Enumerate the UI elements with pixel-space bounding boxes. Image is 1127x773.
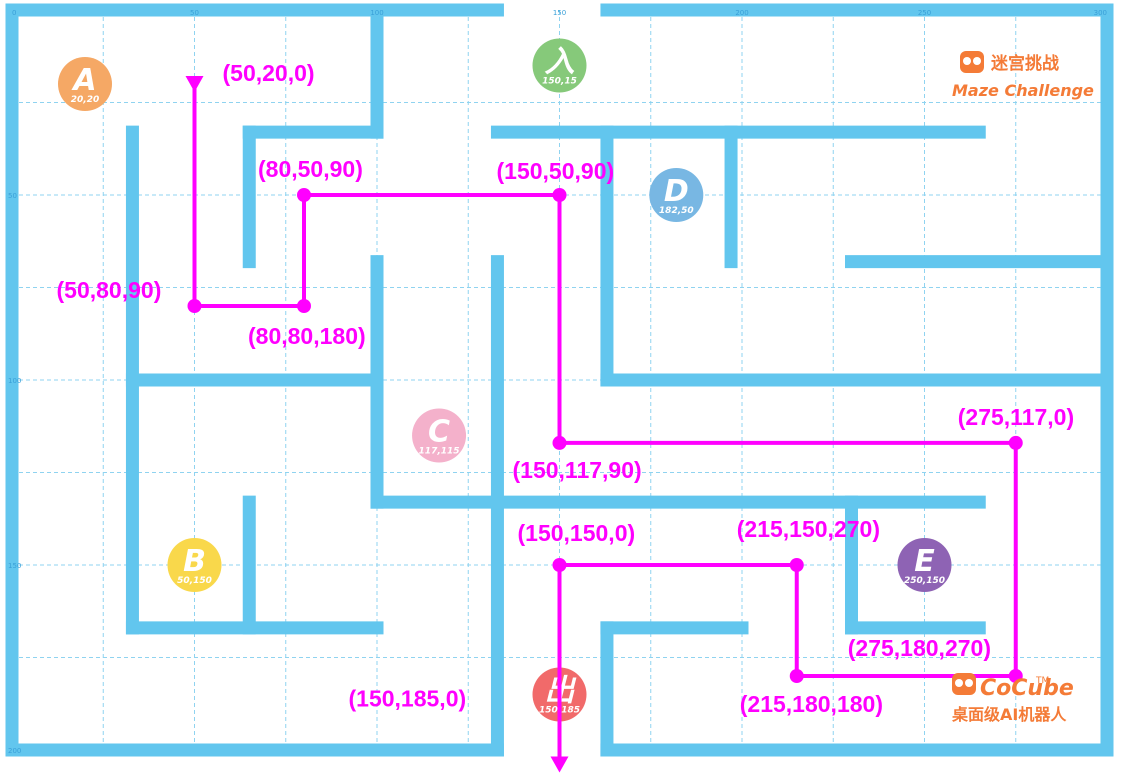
marker-coord-entrance: 150,15 xyxy=(542,77,577,87)
cocube-subtitle: 桌面级AI机器人 xyxy=(952,705,1067,724)
marker-D xyxy=(649,168,704,222)
maze-title-en: Maze Challenge xyxy=(952,81,1094,100)
x-tick-label: 250 xyxy=(918,9,931,17)
marker-letter-A: A xyxy=(71,63,96,98)
waypoint-dot xyxy=(552,435,567,450)
cocube-owl-icon xyxy=(952,673,976,695)
owl-eye-left-icon xyxy=(963,57,971,65)
x-tick-label: 100 xyxy=(370,9,383,17)
marker-letter-E: E xyxy=(914,544,935,579)
marker-letter-B: B xyxy=(183,544,206,579)
waypoint-label: (150,117,90) xyxy=(513,457,642,483)
marker-coord-C: 117,115 xyxy=(419,447,460,457)
y-tick-label: 200 xyxy=(8,747,21,755)
waypoint-label: (275,117,0) xyxy=(958,404,1074,430)
cocube-eye-right-icon xyxy=(965,679,973,687)
cocube-name: CoCube xyxy=(980,676,1074,701)
robot-path xyxy=(185,76,1023,773)
marker-E xyxy=(897,538,952,592)
owl-logo-icon xyxy=(960,51,984,73)
x-tick-label: 0 xyxy=(12,9,16,17)
waypoint-label: (150,185,0) xyxy=(349,686,467,712)
waypoint-dot xyxy=(789,558,804,572)
waypoint-dot xyxy=(552,188,567,202)
waypoint-label: (275,180,270) xyxy=(848,635,991,661)
y-tick-label: 100 xyxy=(8,377,21,385)
waypoint-dot xyxy=(552,558,567,572)
y-tick-label: 150 xyxy=(8,562,21,570)
waypoint-dot xyxy=(187,299,202,313)
x-tick-label: 300 xyxy=(1094,9,1107,17)
waypoint-label: (80,80,180) xyxy=(248,323,366,349)
marker-A xyxy=(58,57,112,111)
waypoint-label: (215,150,270) xyxy=(737,516,880,542)
marker-letter-entrance: 入 xyxy=(545,45,575,80)
waypoint-labels: (50,20,0) (80,50,90) (150,50,90) (50,80,90)… xyxy=(57,60,1075,717)
x-tick-label: 50 xyxy=(190,9,199,17)
start-triangle-icon xyxy=(185,76,204,92)
x-tick-label: 200 xyxy=(735,9,748,17)
trademark: TM xyxy=(1035,676,1049,686)
marker-entrance xyxy=(532,38,587,93)
x-tick-label: 150 xyxy=(553,9,566,17)
owl-eye-right-icon xyxy=(973,57,981,65)
waypoint-label: (150,150,0) xyxy=(518,520,636,546)
waypoint-dot xyxy=(789,669,804,683)
waypoint-label: (50,20,0) xyxy=(223,60,315,86)
waypoint-label: (215,180,180) xyxy=(740,691,883,717)
cocube-logo: CoCube TM 桌面级AI机器人 xyxy=(952,673,1074,724)
marker-B xyxy=(167,538,222,592)
waypoint-label: (50,80,90) xyxy=(57,277,162,303)
marker-letter-C: C xyxy=(428,415,450,450)
axis-ticks: 0 50 100 150 200 250 300 50 100 150 200 xyxy=(8,9,1107,755)
maze-challenge-logo: 迷宫挑战 Maze Challenge xyxy=(952,51,1094,100)
marker-coord-A: 20,20 xyxy=(71,95,99,105)
waypoint-label: (150,50,90) xyxy=(497,158,615,184)
marker-C xyxy=(412,408,467,463)
maze-title-cn: 迷宫挑战 xyxy=(990,53,1059,74)
maze-walls xyxy=(5,3,1114,757)
marker-coord-B: 50,150 xyxy=(177,576,212,586)
waypoint-dot xyxy=(1008,435,1023,450)
path-line xyxy=(192,84,1018,769)
end-arrow-icon xyxy=(550,756,569,773)
y-tick-label: 50 xyxy=(8,192,17,200)
marker-coord-E: 250,150 xyxy=(904,576,945,586)
waypoint-label: (80,50,90) xyxy=(258,156,363,182)
cocube-eye-left-icon xyxy=(955,679,963,687)
marker-letter-D: D xyxy=(664,174,689,209)
waypoint-dot xyxy=(297,188,311,202)
waypoint-dot xyxy=(1008,669,1023,683)
waypoint-dot xyxy=(297,299,311,313)
marker-coord-D: 182,50 xyxy=(659,206,694,216)
